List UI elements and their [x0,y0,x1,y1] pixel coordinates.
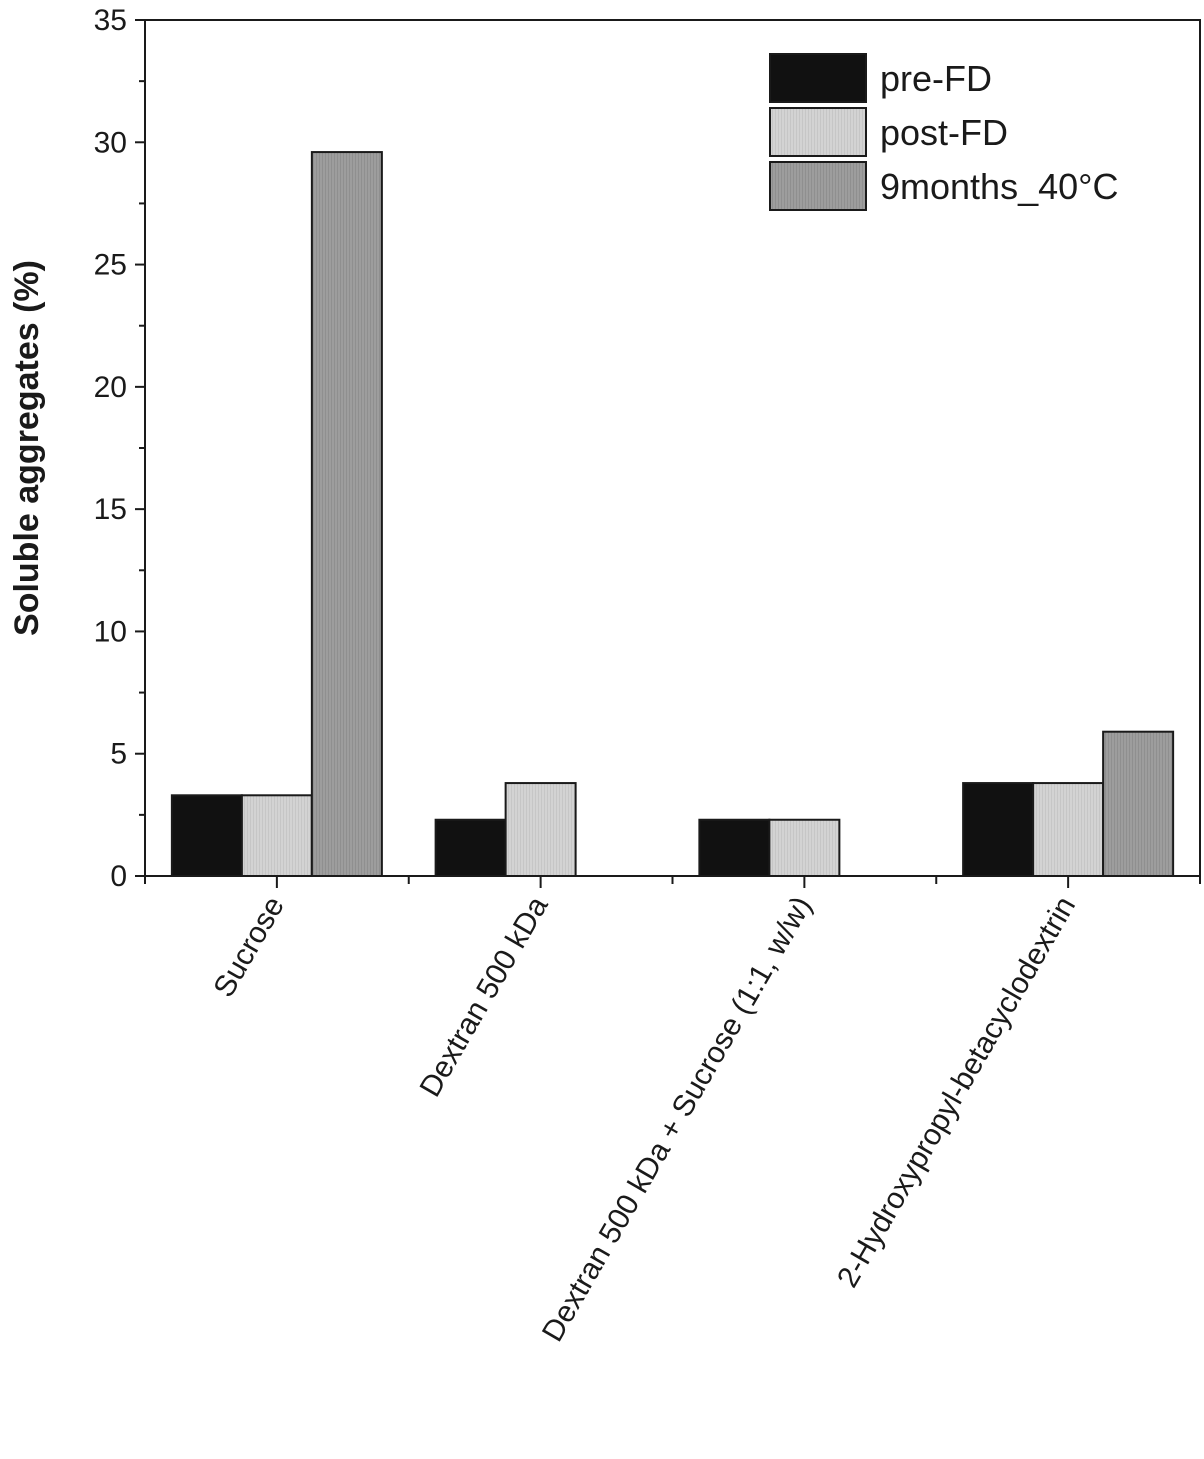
y-tick-label: 0 [110,860,127,893]
x-category-label: Dextran 500 kDa + Sucrose (1:1, w/w) [536,891,818,1347]
y-axis-title: Soluble aggregates (%) [8,260,46,636]
y-tick-label: 15 [94,493,127,526]
bar-9months-40-c-3 [1102,730,1175,878]
y-axis: 0 5 10 15 20 25 30 35 [94,4,145,893]
bar-pre-fd-3 [962,782,1035,878]
y-tick-label: 25 [94,249,127,282]
bar-pre-fd-0 [170,794,243,878]
x-category-label: Sucrose [207,891,291,1003]
legend-label-1: post-FD [880,112,1008,153]
y-tick-label: 5 [110,738,127,771]
legend: pre-FD post-FD 9months_40°C [769,53,1119,211]
plot-frame [144,19,1201,877]
legend-swatch-1 [769,107,867,157]
y-tick-label: 30 [94,126,127,159]
bar-post-fd-2 [768,818,841,878]
x-category-label: Dextran 500 kDa [414,891,555,1103]
y-tick-label: 35 [94,4,127,37]
y-tick-label: 10 [94,615,127,648]
bars-group [170,151,1175,878]
bar-post-fd-0 [240,794,313,878]
x-category-label: 2-Hydroxypropyl-betacyclodextrin [831,891,1082,1293]
bar-pre-fd-2 [698,818,771,878]
legend-label-2: 9months_40°C [880,166,1119,207]
bar-9months-40-c-0 [310,151,383,878]
bar-post-fd-1 [504,782,577,878]
bar-pre-fd-1 [434,818,507,878]
legend-swatch-0 [769,53,867,103]
bar-post-fd-3 [1032,782,1105,878]
legend-label-0: pre-FD [880,58,992,99]
legend-swatch-2 [769,161,867,211]
y-tick-label: 20 [94,371,127,404]
